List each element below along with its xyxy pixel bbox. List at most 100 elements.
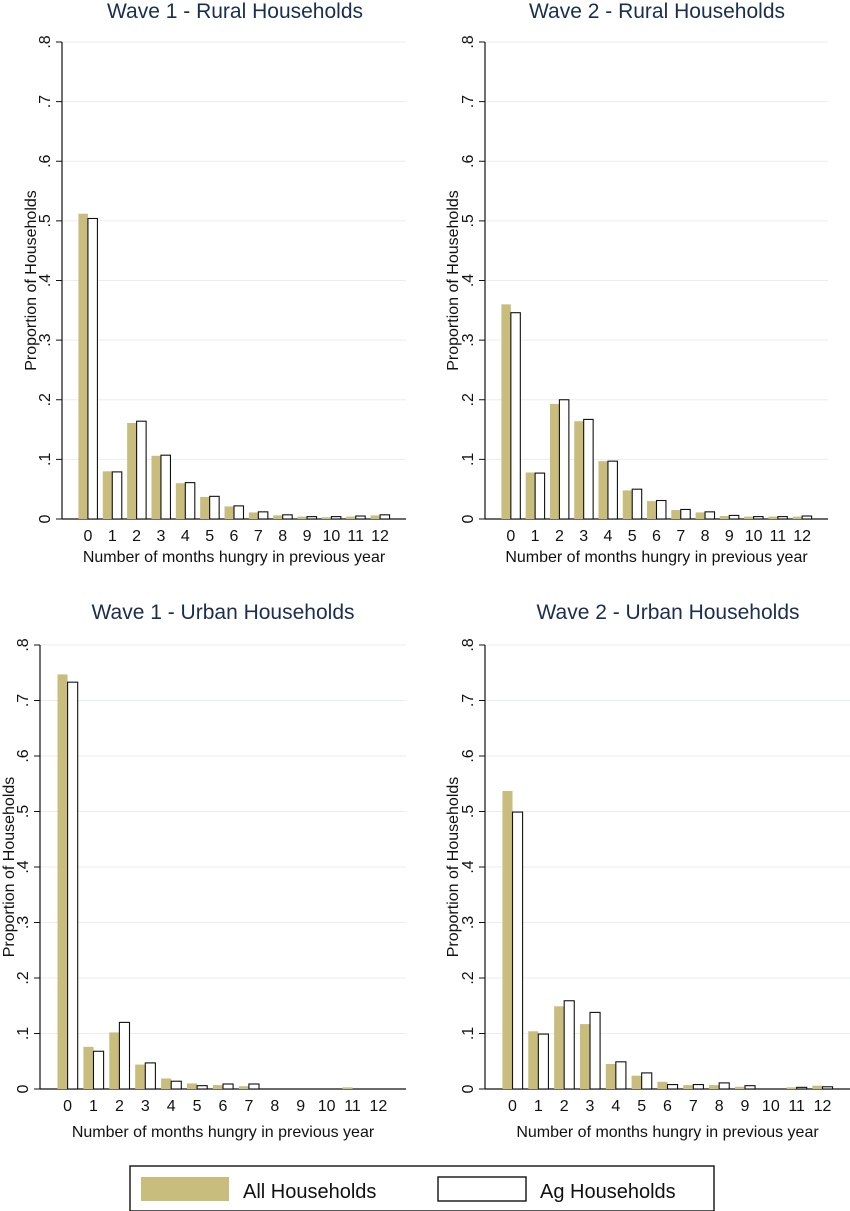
y-tick-label: .7: [460, 694, 477, 707]
x-tick-label: 7: [244, 1098, 253, 1115]
bar-all-households: [647, 501, 657, 519]
x-tick-label: 3: [157, 528, 166, 545]
bar-all-households: [102, 471, 113, 519]
x-tick-label: 0: [63, 1098, 72, 1115]
bar-ag-households: [655, 499, 667, 520]
y-tick-label: .7: [37, 95, 54, 108]
x-tick-label: 2: [132, 528, 141, 545]
x-axis-title: Number of months hungry in previous year: [72, 1124, 375, 1141]
y-tick-label: .4: [460, 860, 477, 873]
x-tick-label: 10: [322, 528, 340, 545]
bar-ag-households: [558, 399, 570, 520]
y-tick-label: .5: [37, 214, 54, 227]
x-tick-label: 0: [506, 528, 515, 545]
bar-ag-households: [87, 217, 98, 520]
bar-ag-households: [563, 1000, 575, 1090]
bar-ag-households: [118, 1021, 131, 1090]
y-tick-label: .1: [37, 453, 54, 466]
bar-all-households: [321, 517, 332, 519]
y-axis-title: Proportion of Households: [23, 190, 40, 371]
bar-ag-households: [615, 1061, 627, 1090]
bar-ag-households: [718, 1082, 730, 1090]
bar-ag-households: [222, 1083, 234, 1090]
y-tick-label: .2: [460, 971, 477, 984]
x-tick-label: 2: [560, 1098, 569, 1115]
bar-all-households: [695, 512, 706, 519]
bar-all-households: [549, 403, 560, 519]
x-tick-label: 12: [814, 1098, 832, 1115]
chart-panel: Wave 2 - Urban Households 0 .1 .2 .3 .4 .5 .6 .7…: [445, 601, 850, 1141]
bar-ag-households: [704, 511, 716, 520]
bar-ag-households: [136, 420, 147, 520]
x-tick-label: 12: [793, 528, 811, 545]
bar-all-households: [224, 506, 234, 519]
bar-ag-households: [510, 312, 521, 520]
y-tick-label: .8: [15, 638, 32, 651]
y-tick-label: .3: [460, 333, 477, 346]
y-tick-label: .3: [15, 916, 32, 929]
bar-all-households: [161, 1078, 172, 1089]
bar-ag-households: [511, 811, 524, 1090]
x-tick-label: 10: [762, 1098, 780, 1115]
bar-ag-households: [744, 1085, 756, 1090]
y-tick-label: .5: [460, 805, 477, 818]
x-tick-label: 5: [205, 528, 214, 545]
bar-ag-households: [534, 472, 546, 520]
bar-all-households: [248, 512, 259, 519]
x-tick-label: 10: [318, 1098, 336, 1115]
bar-ag-households: [67, 681, 79, 1090]
y-tick-label: .6: [460, 154, 477, 167]
y-tick-label: .1: [15, 1027, 32, 1040]
bar-all-households: [297, 516, 308, 519]
x-tick-label: 12: [371, 528, 389, 545]
x-tick-label: 6: [663, 1098, 672, 1115]
bar-all-households: [605, 1064, 616, 1089]
bar-all-households: [342, 1087, 353, 1089]
x-tick-label: 11: [347, 528, 364, 545]
bar-ag-households: [257, 511, 269, 520]
bar-all-households: [812, 1085, 823, 1089]
chart-legend: All Households Ag Households: [129, 1165, 715, 1211]
x-tick-label: 1: [534, 1098, 543, 1115]
y-tick-label: .2: [37, 393, 54, 406]
x-tick-label: 9: [296, 1098, 305, 1115]
x-tick-label: 11: [344, 1098, 361, 1115]
bar-all-households: [554, 1006, 565, 1089]
bar-all-households: [709, 1085, 720, 1089]
x-tick-label: 9: [303, 528, 312, 545]
bar-ag-households: [233, 505, 245, 520]
y-axis-title: Proportion of Households: [445, 190, 462, 371]
y-tick-label: .3: [460, 916, 477, 929]
bar-ag-households: [777, 516, 788, 520]
bar-all-households: [719, 516, 730, 519]
bar-ag-households: [583, 418, 594, 520]
x-tick-label: 10: [745, 528, 763, 545]
x-tick-label: 9: [741, 1098, 750, 1115]
y-tick-label: .8: [460, 35, 477, 48]
x-tick-label: 0: [508, 1098, 517, 1115]
bar-all-households: [109, 1032, 120, 1089]
bar-ag-households: [160, 454, 172, 520]
bar-all-households: [657, 1081, 668, 1089]
bar-ag-households: [170, 1080, 182, 1090]
y-tick-label: .4: [15, 860, 32, 873]
bar-ag-households: [248, 1083, 260, 1090]
bar-all-households: [574, 421, 584, 519]
bar-ag-households: [821, 1086, 834, 1090]
bar-ag-households: [692, 1084, 704, 1090]
x-tick-label: 8: [270, 1098, 279, 1115]
bar-ag-households: [641, 1072, 653, 1090]
y-tick-label: .6: [460, 749, 477, 762]
y-tick-label: .3: [37, 333, 54, 346]
bar-ag-households: [355, 515, 366, 520]
legend-swatch-all-households: [141, 1177, 229, 1201]
y-tick-label: 0: [460, 514, 477, 523]
bar-all-households: [346, 516, 356, 519]
x-tick-label: 1: [531, 528, 540, 545]
bar-all-households: [273, 515, 283, 519]
chart-panel: Wave 1 - Urban Households 0 .1 .2 .3 .4 .5 .6 .7…: [1, 601, 406, 1141]
legend-swatch-ag-households: [437, 1176, 527, 1202]
bar-ag-households: [666, 1084, 679, 1090]
bar-ag-households: [728, 514, 740, 520]
